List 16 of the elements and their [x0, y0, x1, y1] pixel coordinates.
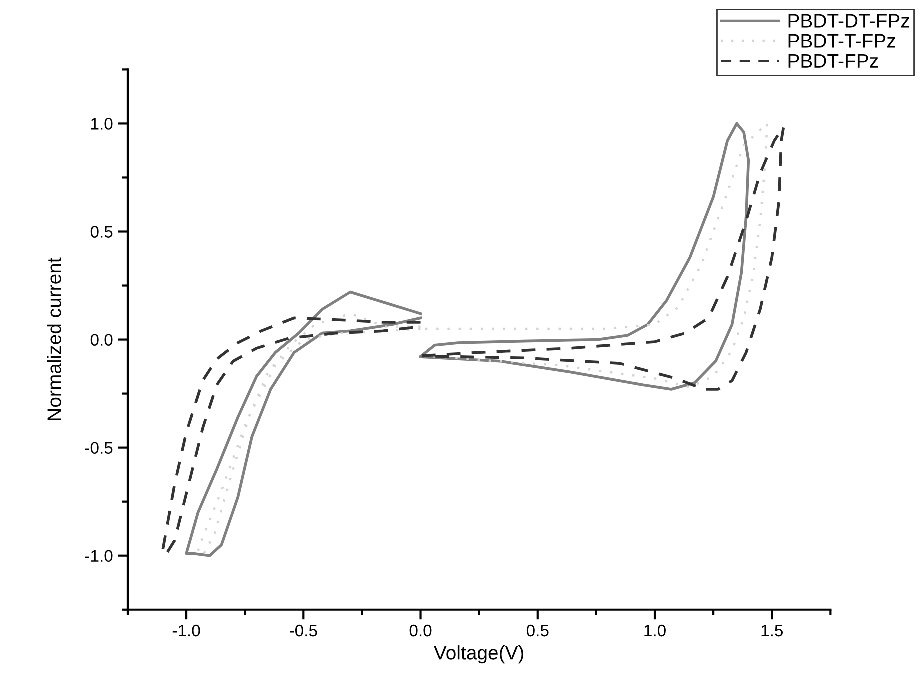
x-tick-label: 0.5 — [526, 624, 549, 637]
y-tick-label: 1.0 — [91, 118, 113, 130]
y-tick-label: 0.0 — [90, 334, 113, 346]
x-tick-label: -0.5 — [290, 624, 318, 637]
x-tick-label: 1.5 — [762, 625, 784, 637]
x-axis-title: Voltage(V) — [434, 646, 524, 664]
y-axis-title: Normalized current — [47, 258, 62, 420]
y-tick-label: -1.0 — [85, 550, 113, 562]
x-tick-label: 0.0 — [410, 624, 432, 637]
x-tick-label: -1.0 — [172, 624, 200, 637]
y-tick-label: 0.5 — [90, 226, 113, 238]
legend-label: PBDT-T-FPz — [788, 34, 896, 48]
legend-label: PBDT-DT-FPz — [788, 14, 910, 28]
y-tick-label: -0.5 — [85, 442, 113, 454]
x-tick-label: 1.0 — [644, 624, 666, 637]
legend-label: PBDT-FPz — [788, 54, 878, 68]
